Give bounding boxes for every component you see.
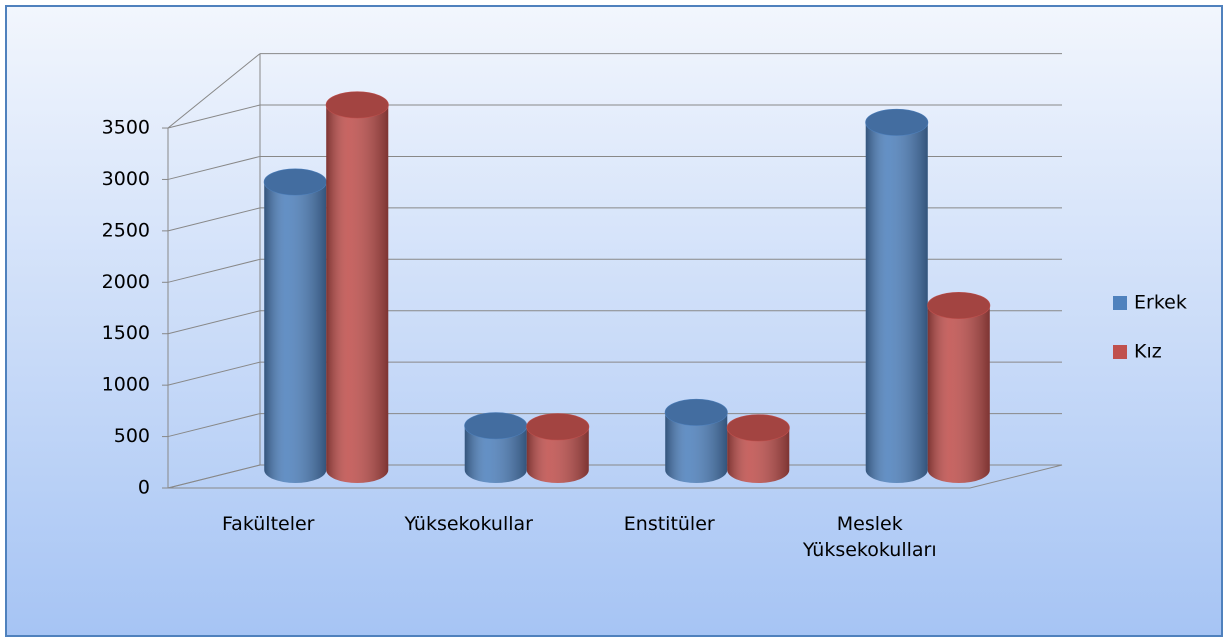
cylinder-top-shade — [665, 399, 728, 426]
y-tick-label: 1500 — [102, 322, 150, 344]
x-tick-label: Yüksekokullar — [404, 513, 533, 535]
bar — [927, 291, 991, 483]
legend-swatch — [1113, 345, 1127, 359]
cylinder-top — [726, 414, 790, 442]
grid-line — [167, 464, 261, 489]
legend-swatch — [1113, 296, 1127, 310]
y-tick-label: 3500 — [102, 117, 150, 139]
side-wall-top — [167, 53, 261, 129]
y-tick-label: 2500 — [102, 219, 150, 241]
y-tick-label: 0 — [138, 477, 150, 499]
cylinder-shade — [264, 182, 327, 483]
bar — [526, 413, 590, 483]
legend-label: Erkek — [1134, 292, 1187, 314]
cylinder-top-shade — [464, 412, 527, 439]
x-tick-label: Fakülteler — [222, 513, 315, 535]
bar — [865, 108, 929, 483]
bar — [325, 91, 389, 483]
cylinder-top-shade — [865, 109, 928, 136]
cylinder-top-shade — [727, 414, 790, 441]
cylinder-shade — [727, 427, 790, 483]
legend-label: Kız — [1134, 341, 1162, 363]
grid-line — [167, 207, 261, 232]
cylinder-shade — [464, 425, 527, 483]
cylinder-top-shade — [526, 413, 589, 440]
x-tick-label: Meslek Yüksekokulları — [802, 513, 937, 561]
bar — [726, 414, 790, 483]
cylinder-shade — [526, 426, 589, 483]
cylinder-top — [325, 91, 389, 119]
grid-line — [167, 258, 261, 283]
cylinder-top — [664, 398, 728, 426]
bar — [464, 412, 528, 483]
grid-line — [167, 310, 261, 335]
bar — [664, 398, 728, 483]
grid-line — [167, 361, 261, 386]
grid-line — [167, 155, 261, 180]
x-tick-label: Enstitüler — [623, 513, 715, 535]
background — [5, 5, 1223, 637]
cylinder-shade — [865, 122, 928, 483]
cylinder-top-shade — [927, 292, 990, 319]
cylinder-top-shade — [264, 169, 327, 196]
y-tick-label: 3000 — [102, 168, 150, 190]
cylinder-shade — [927, 305, 990, 483]
y-tick-label: 500 — [114, 425, 150, 447]
cylinder-top — [526, 413, 590, 441]
grid-line — [167, 104, 261, 129]
y-tick-label: 1000 — [102, 374, 150, 396]
cylinder-top-shade — [326, 91, 389, 118]
cylinder-top — [865, 108, 929, 136]
grid-line — [167, 413, 261, 438]
bar — [263, 168, 327, 483]
cylinder-shade — [665, 412, 728, 483]
cylinder-shade — [326, 104, 389, 483]
cylinder-top — [927, 291, 991, 319]
y-tick-label: 2000 — [102, 271, 150, 293]
